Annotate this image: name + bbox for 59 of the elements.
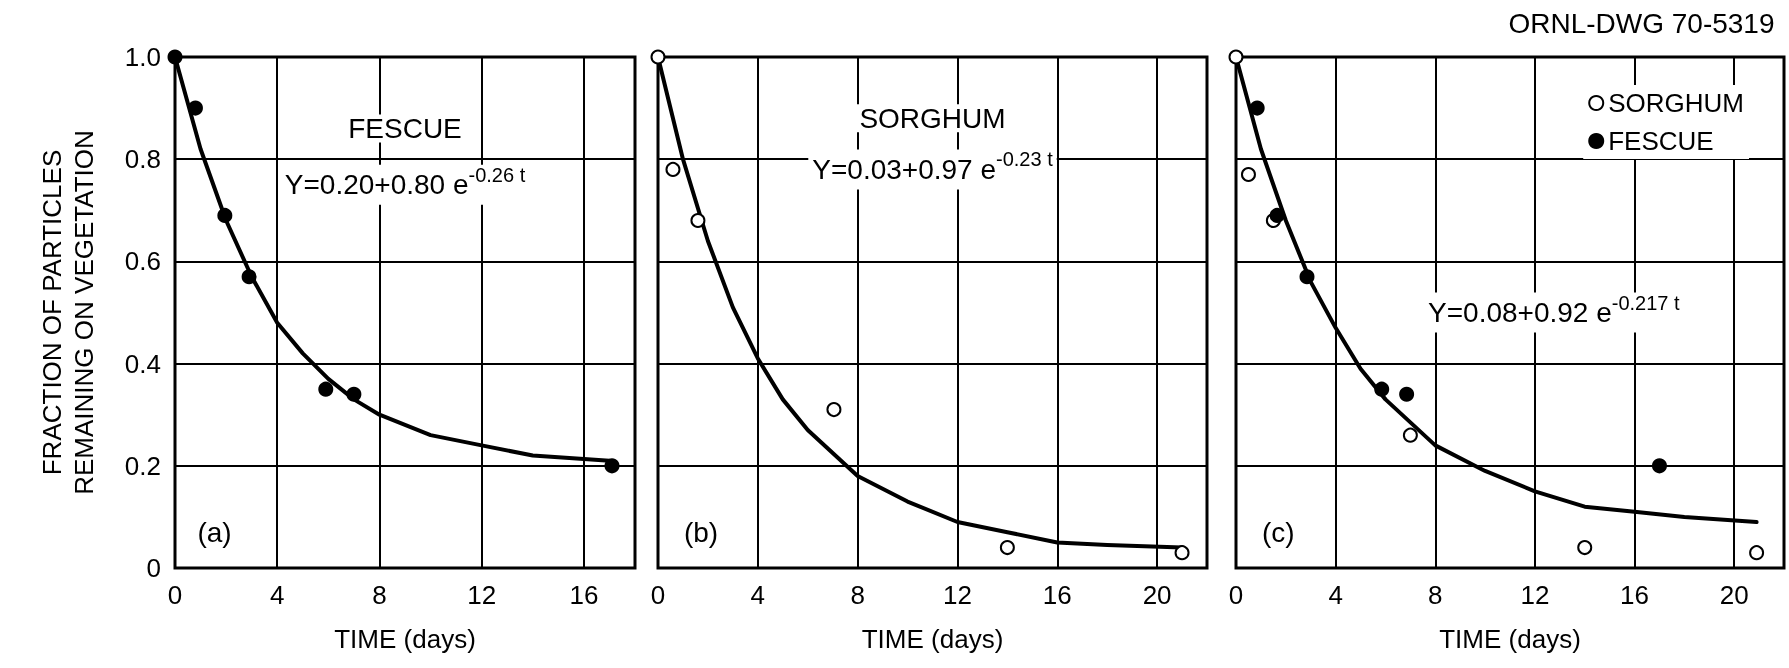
y-tick-label: 0 xyxy=(146,553,161,583)
x-tick-label: 4 xyxy=(1328,580,1343,610)
x-tick-label: 12 xyxy=(942,580,972,610)
annotation: FESCUE xyxy=(348,113,462,145)
point xyxy=(1240,167,1256,183)
y-tick-label: 0.2 xyxy=(124,450,161,481)
x-tick-label: 20 xyxy=(1142,580,1172,610)
point xyxy=(826,402,842,418)
y-tick-label: 0.6 xyxy=(124,246,161,277)
point xyxy=(1249,100,1265,116)
annotation: SORGHUM xyxy=(859,102,1006,134)
point xyxy=(217,207,233,223)
x-axis-title: TIME (days) xyxy=(861,624,1004,654)
x-tick-label: 16 xyxy=(569,580,599,610)
point xyxy=(650,49,666,65)
x-axis-title: TIME (days) xyxy=(1439,624,1581,654)
x-tick-label: 20 xyxy=(1719,580,1749,610)
x-tick-label: 16 xyxy=(1620,580,1650,610)
point xyxy=(1299,269,1315,285)
x-tick-label: 4 xyxy=(750,580,766,610)
point xyxy=(1577,540,1593,556)
y-tick-label: 0.4 xyxy=(124,348,161,379)
x-tick-label: 8 xyxy=(372,580,387,610)
point xyxy=(1749,545,1765,561)
legend-label: FESCUE xyxy=(1608,126,1714,156)
x-tick-label: 4 xyxy=(269,580,285,610)
point xyxy=(1399,386,1415,402)
point xyxy=(1374,381,1390,397)
x-axis-title: TIME (days) xyxy=(334,624,476,654)
x-tick-label: 12 xyxy=(1520,580,1550,610)
point xyxy=(1228,49,1244,65)
point xyxy=(346,386,362,402)
point xyxy=(665,161,681,177)
x-tick-label: 12 xyxy=(467,580,497,610)
point xyxy=(1269,207,1285,223)
point xyxy=(999,540,1015,556)
text: ORNL-DWG 70-5319 xyxy=(1508,8,1775,40)
point xyxy=(318,381,334,397)
y-tick-label: 1.0 xyxy=(124,42,161,72)
point xyxy=(690,213,706,229)
annotation: (c) xyxy=(1261,516,1295,548)
x-tick-label: 0 xyxy=(167,580,183,610)
x-tick-label: 16 xyxy=(1042,580,1072,610)
x-tick-label: 8 xyxy=(850,580,865,610)
y-tick-label: 0.8 xyxy=(124,144,161,175)
x-tick-label: 0 xyxy=(1228,580,1244,610)
point xyxy=(1651,458,1667,474)
point xyxy=(1174,545,1190,561)
annotation: (b) xyxy=(683,516,719,548)
x-tick-label: 0 xyxy=(650,580,666,610)
point xyxy=(604,458,620,474)
point xyxy=(167,49,183,65)
point xyxy=(187,100,203,116)
legend-label: SORGHUM xyxy=(1608,88,1744,118)
point xyxy=(1402,427,1418,443)
y-axis-title: FRACTION OF PARTICLES REMAINING ON VEGETATION xyxy=(37,130,99,495)
point xyxy=(241,269,257,285)
x-tick-label: 8 xyxy=(1428,580,1443,610)
annotation: (a) xyxy=(197,516,232,548)
